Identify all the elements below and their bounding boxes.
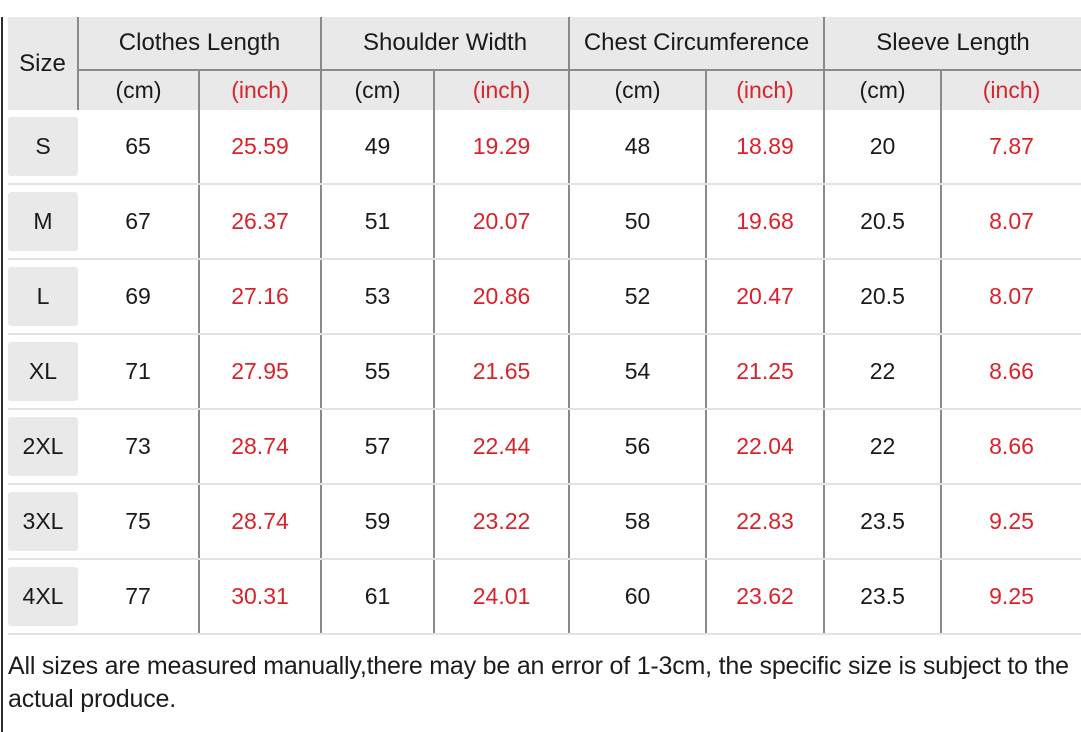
cm-value: 49 xyxy=(320,110,435,185)
size-label: 4XL xyxy=(8,567,78,626)
cm-value: 61 xyxy=(320,559,435,635)
unit-header-inch: (inch) xyxy=(705,69,825,110)
inch-value: 8.66 xyxy=(940,334,1081,410)
cm-value: 73 xyxy=(78,409,199,485)
size-cell: S xyxy=(8,110,78,185)
inch-value: 22.83 xyxy=(705,484,825,560)
inch-value: 21.25 xyxy=(705,334,825,410)
cm-value: 57 xyxy=(320,409,435,485)
inch-value: 24.01 xyxy=(433,559,570,635)
cm-value: 67 xyxy=(78,184,199,260)
size-label: S xyxy=(8,117,78,176)
size-label: XL xyxy=(8,342,78,401)
cm-value: 71 xyxy=(78,334,199,410)
footnote: All sizes are measured manually,there ma… xyxy=(8,652,1069,713)
inch-value: 25.59 xyxy=(197,110,322,185)
inch-value: 23.62 xyxy=(705,559,825,635)
col-group-clothes-length: Clothes Length xyxy=(76,17,322,70)
inch-value: 28.74 xyxy=(197,484,322,560)
cm-value: 22 xyxy=(823,409,942,485)
inch-value: 9.25 xyxy=(940,559,1081,635)
size-cell: 3XL xyxy=(8,484,78,560)
inch-value: 27.16 xyxy=(197,259,322,335)
size-label: 3XL xyxy=(8,492,78,551)
col-group-chest-circumference: Chest Circumference xyxy=(568,17,825,70)
col-header-size: Size xyxy=(8,17,78,110)
unit-header-cm: (cm) xyxy=(77,69,199,110)
size-cell: XL xyxy=(8,334,78,410)
table-row: 3XL 75 28.74 59 23.22 58 22.83 23.5 9.25 xyxy=(8,484,1081,560)
unit-header-row: (cm) (inch) (cm) (inch) (cm) (inch) (cm)… xyxy=(8,69,1081,110)
size-cell: 2XL xyxy=(8,409,78,485)
cm-value: 20.5 xyxy=(823,259,942,335)
inch-value: 30.31 xyxy=(197,559,322,635)
inch-value: 22.04 xyxy=(705,409,825,485)
size-label: 2XL xyxy=(8,417,78,476)
group-header-row: Size Clothes Length Shoulder Width Chest… xyxy=(8,17,1081,110)
table-row: XL 71 27.95 55 21.65 54 21.25 22 8.66 xyxy=(8,334,1081,410)
col-group-sleeve-length: Sleeve Length xyxy=(823,17,1081,70)
size-label: M xyxy=(8,192,78,251)
table-body: S 65 25.59 49 19.29 48 18.89 20 7.87 M 6… xyxy=(8,110,1081,635)
inch-value: 28.74 xyxy=(197,409,322,485)
inch-value: 9.25 xyxy=(940,484,1081,560)
unit-header-cm: (cm) xyxy=(320,69,435,110)
table-row: L 69 27.16 53 20.86 52 20.47 20.5 8.07 xyxy=(8,259,1081,335)
cm-value: 60 xyxy=(568,559,707,635)
cm-value: 22 xyxy=(823,334,942,410)
cm-value: 77 xyxy=(78,559,199,635)
inch-value: 8.07 xyxy=(940,259,1081,335)
table-row: M 67 26.37 51 20.07 50 19.68 20.5 8.07 xyxy=(8,184,1081,260)
col-group-shoulder-width: Shoulder Width xyxy=(320,17,570,70)
cm-value: 59 xyxy=(320,484,435,560)
inch-value: 27.95 xyxy=(197,334,322,410)
unit-header-cm: (cm) xyxy=(823,69,942,110)
unit-header-cm: (cm) xyxy=(568,69,707,110)
unit-header-inch: (inch) xyxy=(940,69,1081,110)
inch-value: 20.47 xyxy=(705,259,825,335)
cm-value: 65 xyxy=(78,110,199,185)
inch-value: 26.37 xyxy=(197,184,322,260)
inch-value: 7.87 xyxy=(940,110,1081,185)
cm-value: 20.5 xyxy=(823,184,942,260)
cm-value: 23.5 xyxy=(823,484,942,560)
cm-value: 50 xyxy=(568,184,707,260)
size-cell: L xyxy=(8,259,78,335)
inch-value: 22.44 xyxy=(433,409,570,485)
inch-value: 21.65 xyxy=(433,334,570,410)
cm-value: 51 xyxy=(320,184,435,260)
unit-header-inch: (inch) xyxy=(197,69,322,110)
cm-value: 48 xyxy=(568,110,707,185)
table-row: 2XL 73 28.74 57 22.44 56 22.04 22 8.66 xyxy=(8,409,1081,485)
size-cell: 4XL xyxy=(8,559,78,635)
table-header: Size Clothes Length Shoulder Width Chest… xyxy=(8,17,1081,110)
inch-value: 23.22 xyxy=(433,484,570,560)
size-chart-table: Size Clothes Length Shoulder Width Chest… xyxy=(8,17,1081,635)
inch-value: 20.07 xyxy=(433,184,570,260)
cm-value: 69 xyxy=(78,259,199,335)
cm-value: 58 xyxy=(568,484,707,560)
left-border-line xyxy=(1,17,3,732)
cm-value: 53 xyxy=(320,259,435,335)
cm-value: 75 xyxy=(78,484,199,560)
cm-value: 56 xyxy=(568,409,707,485)
inch-value: 19.29 xyxy=(433,110,570,185)
cm-value: 52 xyxy=(568,259,707,335)
unit-header-inch: (inch) xyxy=(433,69,570,110)
cm-value: 23.5 xyxy=(823,559,942,635)
size-cell: M xyxy=(8,184,78,260)
inch-value: 8.66 xyxy=(940,409,1081,485)
inch-value: 8.07 xyxy=(940,184,1081,260)
table-row: S 65 25.59 49 19.29 48 18.89 20 7.87 xyxy=(8,110,1081,185)
cm-value: 55 xyxy=(320,334,435,410)
table-row: 4XL 77 30.31 61 24.01 60 23.62 23.5 9.25 xyxy=(8,559,1081,635)
size-label: L xyxy=(8,267,78,326)
cm-value: 20 xyxy=(823,110,942,185)
inch-value: 19.68 xyxy=(705,184,825,260)
inch-value: 20.86 xyxy=(433,259,570,335)
inch-value: 18.89 xyxy=(705,110,825,185)
cm-value: 54 xyxy=(568,334,707,410)
